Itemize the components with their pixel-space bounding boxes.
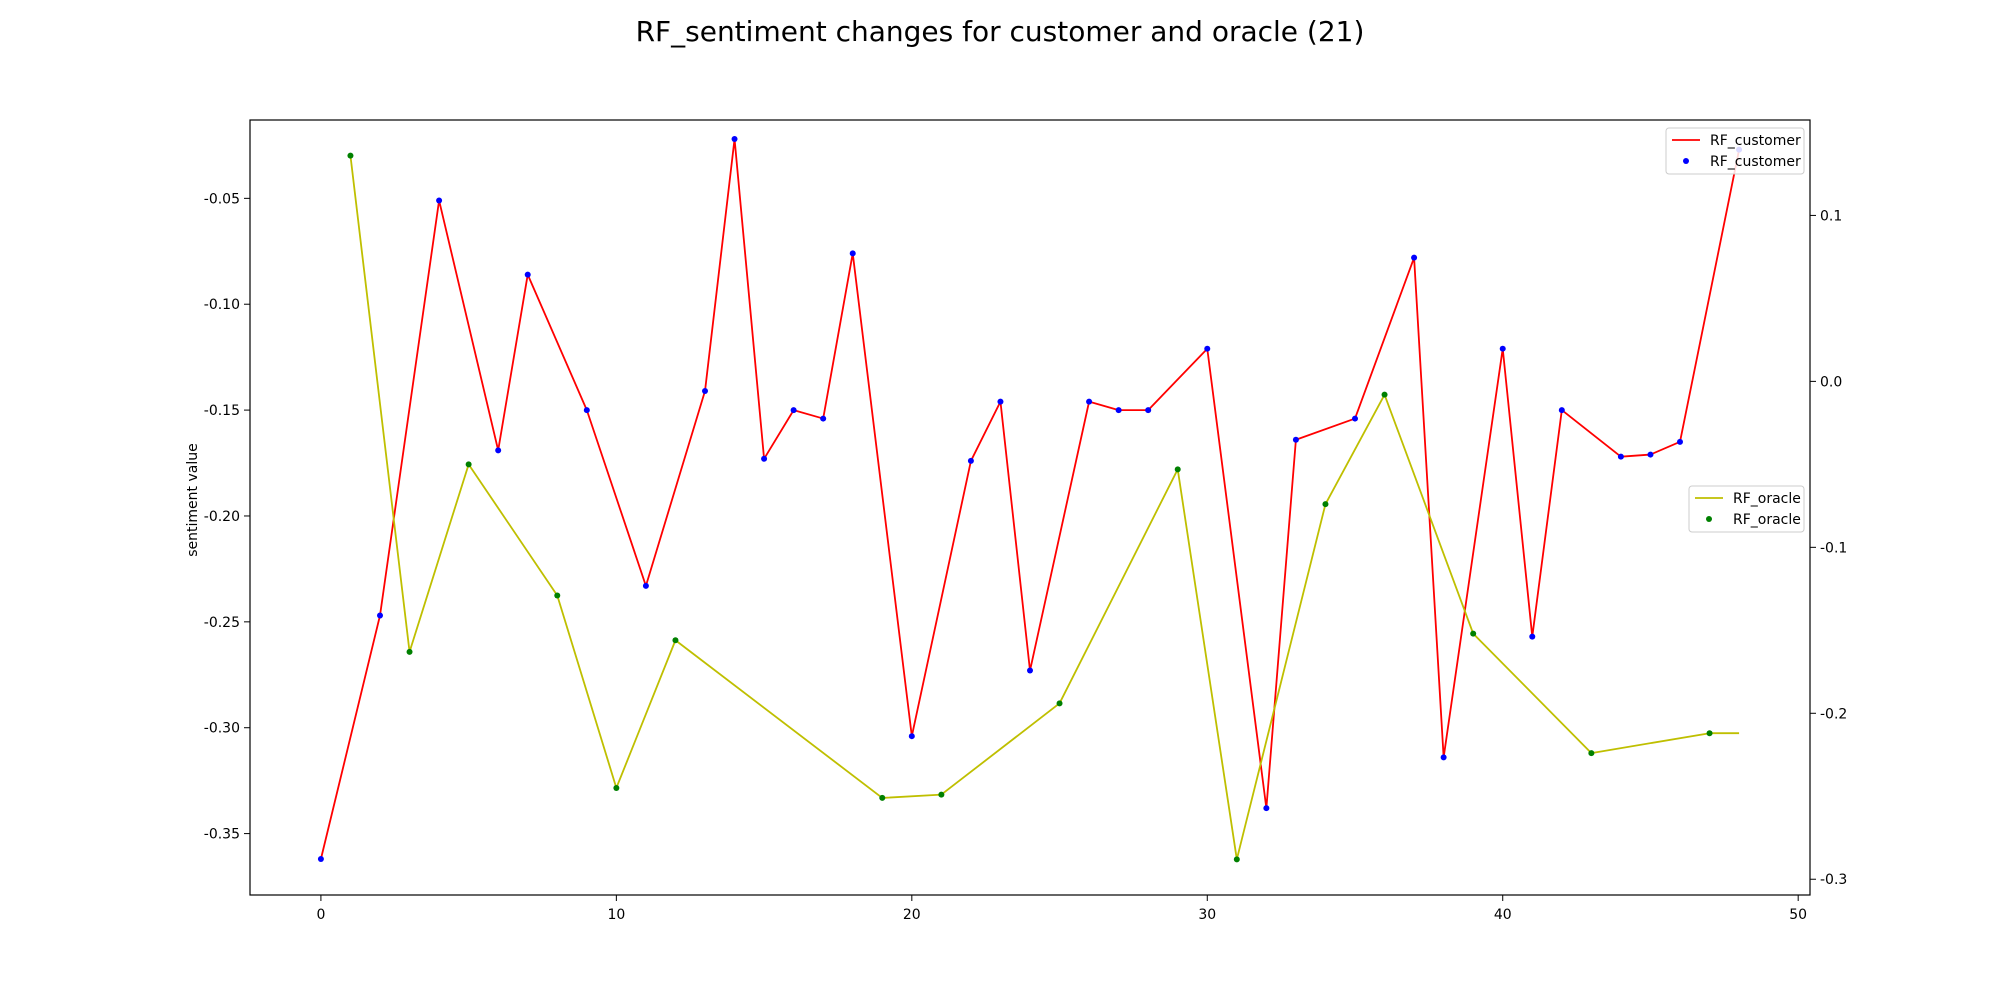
data-point (1263, 805, 1270, 812)
x-tick-label: 30 (1198, 907, 1216, 923)
y2-tick-label: -0.1 (1820, 540, 1847, 556)
data-point (554, 592, 561, 599)
data-point (790, 407, 797, 414)
data-point (1352, 415, 1358, 422)
y2-tick-label: -0.2 (1820, 706, 1847, 722)
legend-label: RF_customer (1710, 133, 1801, 149)
y-tick-label: -0.05 (204, 191, 240, 207)
data-point (1086, 398, 1093, 405)
y-tick-label: -0.30 (204, 721, 240, 737)
plot-area (317, 136, 1743, 863)
data-point (406, 648, 413, 655)
chart-title: RF_sentiment changes for customer and or… (636, 15, 1365, 48)
y2-tick-label: 0.1 (1820, 208, 1842, 224)
data-point (1529, 633, 1536, 640)
data-point (1647, 451, 1654, 458)
data-point (1145, 407, 1152, 414)
data-point (613, 784, 620, 791)
data-point (849, 250, 856, 257)
y-tick-label: -0.10 (204, 297, 240, 313)
data-point (317, 856, 324, 863)
data-point (1411, 254, 1418, 261)
data-point (702, 388, 708, 395)
data-point (642, 582, 649, 589)
data-point (495, 447, 502, 454)
y-axis-left: -0.35 -0.30 -0.25 -0.20 -0.15 -0.10 -0.05 (204, 191, 250, 843)
legend-label: RF_oracle (1733, 491, 1801, 507)
x-tick-label: 10 (607, 907, 625, 923)
data-point (908, 733, 915, 740)
data-point (1499, 345, 1506, 352)
x-tick-label: 0 (316, 907, 325, 923)
legend-marker-swatch (1706, 516, 1712, 522)
data-point (1677, 438, 1683, 445)
y-tick-label: -0.15 (204, 403, 240, 419)
x-tick-label: 20 (903, 907, 921, 923)
data-point (997, 398, 1004, 405)
data-point (731, 136, 738, 143)
legend-box (1665, 127, 1805, 175)
data-point (583, 407, 590, 414)
data-point (524, 271, 531, 278)
legends: RF_customer RF_customer RF_oracle RF_oracle (1665, 127, 1805, 533)
data-point (347, 152, 354, 159)
y2-tick-label: -0.3 (1820, 872, 1847, 888)
plot-frame (249, 119, 1811, 896)
data-point (938, 791, 945, 798)
data-point (1292, 436, 1299, 443)
data-point (1617, 453, 1624, 460)
data-point (761, 455, 768, 462)
legend-marker-swatch (1683, 158, 1689, 164)
data-point (1470, 630, 1477, 637)
legend-0: RF_customer RF_customer (1665, 127, 1805, 175)
legend-label: RF_oracle (1733, 512, 1801, 528)
data-point (1440, 754, 1447, 761)
data-point (820, 415, 827, 422)
x-tick-label: 50 (1789, 907, 1807, 923)
data-point (377, 612, 383, 619)
data-point (672, 637, 679, 644)
y-tick-label: -0.20 (204, 509, 240, 525)
data-point (1588, 750, 1595, 757)
data-point (1204, 345, 1211, 352)
data-point (1322, 501, 1329, 508)
legend-label: RF_customer (1710, 154, 1801, 170)
data-point (1381, 391, 1388, 398)
x-axis: 0 10 20 30 40 50 (316, 895, 1807, 923)
data-point (967, 457, 974, 464)
data-point (436, 197, 443, 204)
data-point (1174, 466, 1181, 473)
x-tick-label: 40 (1494, 907, 1512, 923)
data-point (1706, 730, 1713, 737)
y-axis-right: -0.3 -0.2 -0.1 0.0 0.1 (1810, 208, 1847, 888)
data-point (465, 461, 472, 468)
legend-1: RF_oracle RF_oracle (1688, 485, 1805, 533)
y-tick-label: -0.35 (204, 827, 240, 843)
y-tick-label: -0.25 (204, 615, 240, 631)
y-axis-label: sentiment value (185, 443, 201, 556)
data-point (1233, 856, 1240, 863)
y2-tick-label: 0.0 (1820, 374, 1842, 390)
data-point (1558, 407, 1565, 414)
data-point (1056, 700, 1063, 707)
data-point (1115, 407, 1122, 414)
data-point (1027, 667, 1033, 674)
data-point (879, 794, 886, 801)
